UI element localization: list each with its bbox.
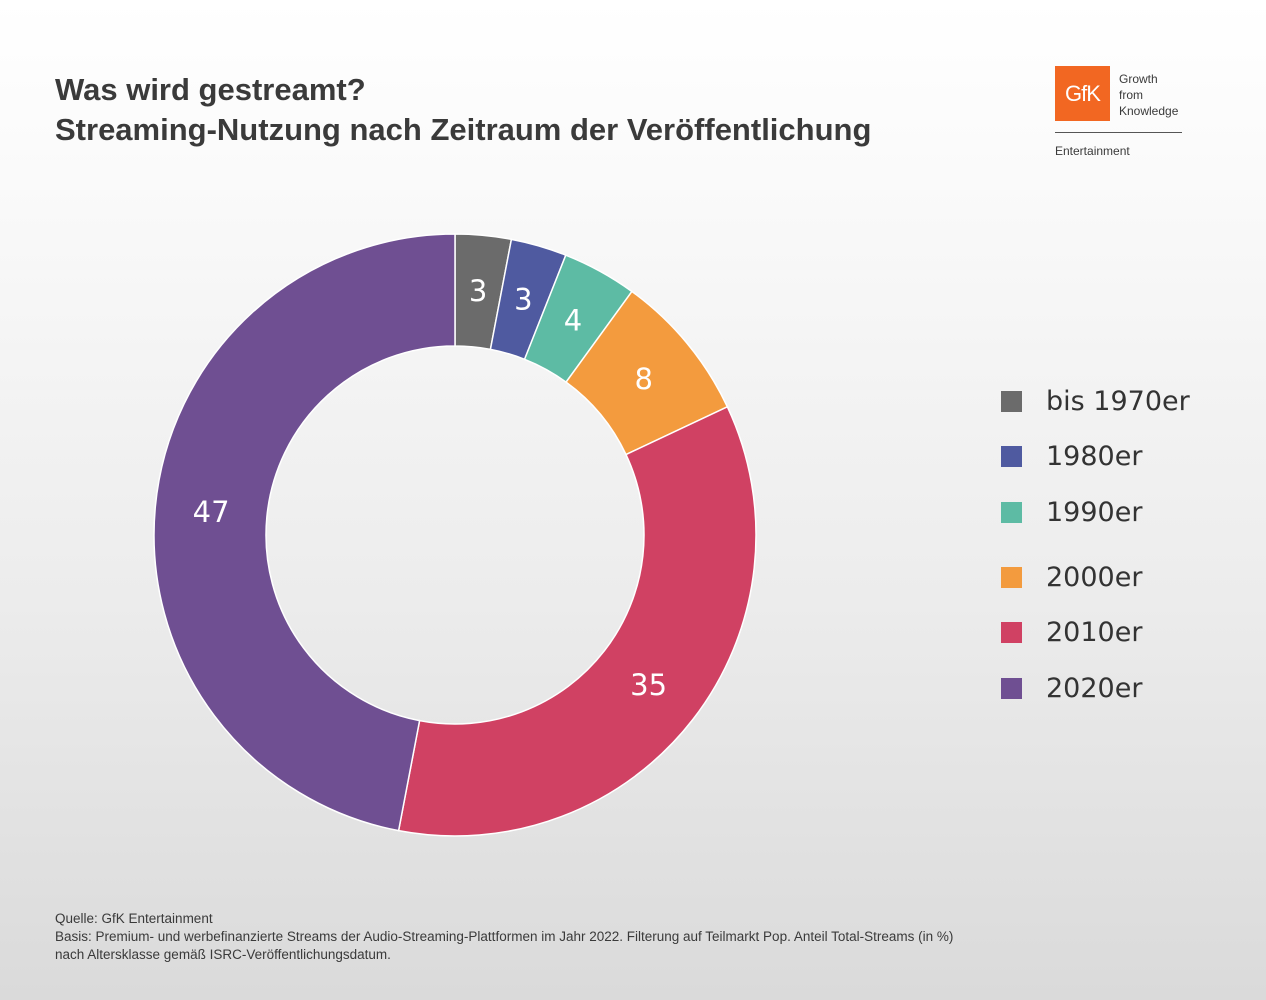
title-line-2: Streaming-Nutzung nach Zeitraum der Verö… [55,112,872,147]
slice-label-2000er: 8 [635,362,653,396]
logo-tagline-line-1: Growth [1119,72,1158,86]
slice-label-1980er: 3 [514,283,532,317]
legend-item-2000er: 2000er [1001,559,1142,595]
slice-label-2010er: 35 [630,668,667,702]
gfk-logo: GfK Growth from Knowledge Entertainment [1055,66,1185,166]
legend-item-2020er: 2020er [1001,670,1142,706]
legend-label: 1980er [1046,440,1143,472]
legend-label: 2000er [1046,561,1143,593]
slice-2020er [153,233,456,832]
legend-item-2010er: 2010er [1001,614,1142,650]
logo-tagline-line-2: from [1119,88,1143,102]
slice-label-2020er: 47 [193,495,230,529]
legend-item-1990er: 1990er [1001,494,1142,530]
legend-swatch [1001,677,1022,699]
legend-label: 2010er [1046,616,1143,648]
legend-item-bis-1970er: bis 1970er [1001,383,1190,419]
chart-footnote: Quelle: GfK Entertainment Basis: Premium… [55,910,953,964]
gfk-logo-mark: GfK [1055,66,1110,121]
donut-slices [153,233,757,837]
legend-label: bis 1970er [1046,385,1190,417]
slice-label-bis-1970er: 3 [469,274,487,308]
footnote-basis-continued: nach Altersklasse gemäß ISRC-Veröffentli… [55,947,391,962]
slice-2010er [397,405,757,837]
logo-subtitle: Entertainment [1055,144,1130,158]
legend-label: 2020er [1046,672,1143,704]
logo-divider [1055,132,1182,133]
legend-swatch [1001,445,1022,467]
title-line-1: Was wird gestreamt? [55,72,366,107]
legend-swatch [1001,566,1022,588]
chart-title: Was wird gestreamt? Streaming-Nutzung na… [55,70,871,150]
slice-label-1990er: 4 [564,303,582,337]
legend-swatch [1001,390,1022,412]
legend-item-1980er: 1980er [1001,438,1142,474]
gfk-logo-tagline: Growth from Knowledge [1119,71,1178,119]
footnote-basis: Basis: Premium- und werbefinanzierte Str… [55,929,954,944]
logo-tagline-line-3: Knowledge [1119,104,1179,118]
legend-swatch [1001,501,1022,523]
footnote-source: Quelle: GfK Entertainment [55,911,213,926]
legend-swatch [1001,621,1022,643]
legend-label: 1990er [1046,496,1143,528]
